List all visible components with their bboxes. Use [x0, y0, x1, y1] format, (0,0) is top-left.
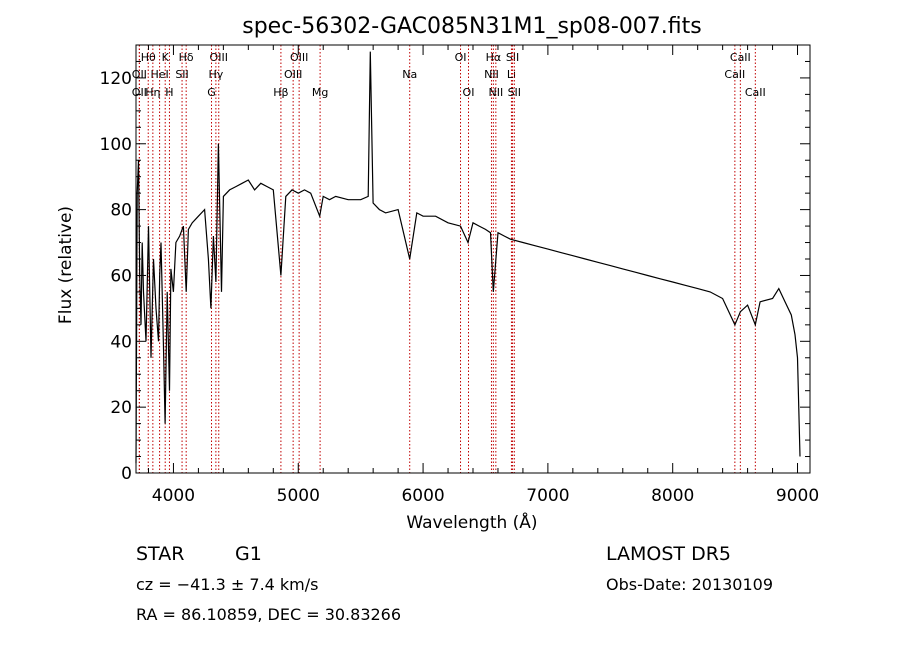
x-tick-label: 7000: [526, 486, 569, 506]
object-subclass: G1: [235, 543, 262, 565]
y-tick-label: 0: [121, 464, 132, 484]
x-tick-label: 6000: [401, 486, 444, 506]
plot-frame: [135, 44, 811, 474]
y-tick-label: 60: [110, 266, 132, 286]
y-axis-label: Flux (relative): [56, 206, 76, 324]
line-marker-label: SII: [175, 68, 188, 81]
y-tick-label: 40: [110, 332, 132, 352]
line-marker-label: CaII: [724, 68, 745, 81]
line-marker-label: Hγ: [208, 68, 223, 81]
x-tick-label: 5000: [277, 486, 320, 506]
line-marker-label: CaII: [745, 86, 766, 99]
line-marker-label: SII: [508, 86, 521, 99]
obs-date: Obs-Date: 20130109: [606, 575, 773, 594]
line-marker-label: NII: [488, 86, 503, 99]
y-tick-label: 80: [110, 201, 132, 221]
line-marker-label: NII: [484, 68, 499, 81]
chart-title: spec-56302-GAC085N31M1_sp08-007.fits: [242, 14, 702, 39]
line-marker-label: OIII: [290, 51, 308, 64]
line-marker-label: Hα: [486, 51, 502, 64]
line-marker-label: OI: [463, 86, 475, 99]
x-axis-label: Wavelength (Å): [406, 511, 537, 533]
line-marker-label: OIII: [210, 51, 228, 64]
line-marker-label: Li: [507, 68, 516, 81]
line-marker-label: SII: [506, 51, 519, 64]
line-marker-label: Na: [402, 68, 417, 81]
y-axis: 0 20 40 60 80 100 120: [100, 60, 810, 484]
y-tick-label: 120: [100, 69, 132, 89]
spectrum-series-line: [135, 51, 801, 464]
x-tick-label: 8000: [651, 486, 694, 506]
line-marker-label: OIII: [284, 68, 302, 81]
line-marker-label: Mg: [312, 86, 328, 99]
line-marker-label: H: [165, 86, 173, 99]
line-marker-label: Hβ: [273, 86, 288, 99]
object-class: STAR: [136, 543, 184, 565]
survey-name: LAMOST DR5: [606, 543, 731, 565]
x-tick-label: 9000: [776, 486, 819, 506]
y-tick-label: 20: [110, 398, 132, 418]
line-marker-label: OI: [455, 51, 467, 64]
line-marker-label: Hθ: [141, 51, 156, 64]
line-marker-label: G: [207, 86, 216, 99]
x-tick-label: 4000: [152, 486, 195, 506]
line-marker-label: Hδ: [179, 51, 194, 64]
line-marker-label: HeI: [150, 68, 168, 81]
line-marker-label: CaII: [730, 51, 751, 64]
coordinates: RA = 86.10859, DEC = 30.83266: [136, 605, 401, 624]
redshift-readout: cz = −41.3 ± 7.4 km/s: [136, 575, 319, 594]
y-tick-label: 100: [100, 135, 132, 155]
line-marker-label: K: [162, 51, 170, 64]
x-axis: 4000 5000 6000 7000 8000 9000: [147, 45, 819, 506]
line-marker-label: Hη: [145, 86, 160, 99]
